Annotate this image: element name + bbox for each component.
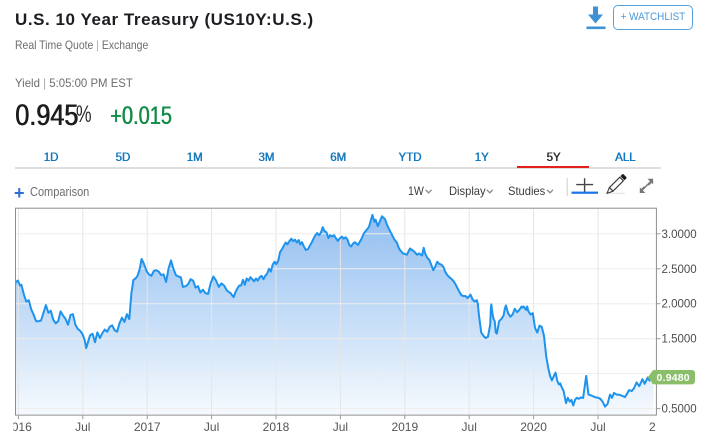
svg-text:2020: 2020 — [520, 420, 547, 434]
svg-text:Jul: Jul — [590, 420, 605, 434]
svg-text:0.9480: 0.9480 — [657, 372, 690, 384]
svg-text:Jul: Jul — [75, 420, 90, 434]
svg-text:2016: 2016 — [5, 420, 32, 434]
svg-text:2.5000: 2.5000 — [662, 264, 697, 276]
svg-text:1.5000: 1.5000 — [662, 334, 697, 346]
svg-text:2019: 2019 — [391, 420, 418, 434]
svg-text:2018: 2018 — [263, 420, 290, 434]
svg-text:Jul: Jul — [333, 420, 348, 434]
svg-text:Jul: Jul — [462, 420, 477, 434]
svg-text:2017: 2017 — [134, 420, 161, 434]
svg-text:0.5000: 0.5000 — [662, 404, 697, 416]
svg-text:2.0000: 2.0000 — [662, 299, 697, 311]
svg-text:2021: 2021 — [649, 420, 676, 434]
svg-text:Jul: Jul — [204, 420, 219, 434]
svg-text:3.0000: 3.0000 — [662, 229, 697, 241]
